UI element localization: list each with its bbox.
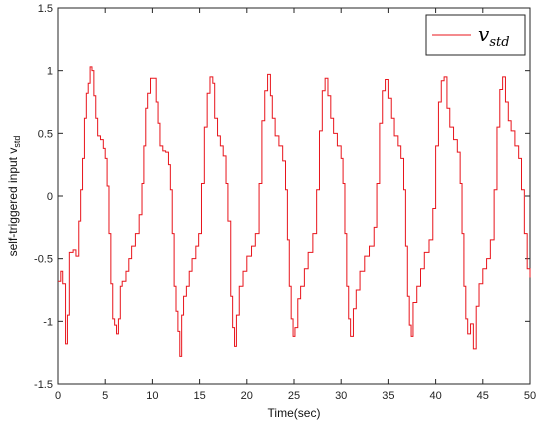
y-tick-label: -0.5: [34, 254, 53, 266]
y-tick-label: -1.5: [34, 379, 53, 391]
y-tick-label: 1: [47, 66, 53, 78]
x-tick-label: 45: [477, 390, 489, 402]
x-tick-label: 15: [193, 390, 205, 402]
x-tick-label: 10: [146, 390, 158, 402]
x-tick-label: 35: [382, 390, 394, 402]
x-tick-label: 50: [524, 390, 536, 402]
x-tick-label: 40: [429, 390, 441, 402]
series-line: [58, 66, 531, 357]
x-tick-label: 5: [102, 390, 108, 402]
x-axis-label: Time(sec): [268, 406, 321, 420]
y-tick-label: 0: [47, 191, 53, 203]
tick-marks: [57, 7, 531, 385]
x-tick-label: 20: [241, 390, 253, 402]
plot-area: [57, 7, 531, 385]
x-tick-label: 0: [55, 390, 61, 402]
x-tick-labels: 0 5 10 15 20 25 30 35 40 45 50: [55, 390, 536, 402]
y-tick-labels: -1.5 -1 -0.5 0 0.5 1 1.5: [34, 3, 53, 391]
x-tick-label: 25: [288, 390, 300, 402]
y-axis-label: self-triggered input vstd: [6, 136, 22, 257]
y-tick-label: -1: [43, 316, 53, 328]
legend-label: vstd: [478, 22, 510, 50]
y-tick-label: 0.5: [38, 128, 53, 140]
y-tick-label: 1.5: [38, 3, 53, 15]
x-tick-label: 30: [335, 390, 347, 402]
